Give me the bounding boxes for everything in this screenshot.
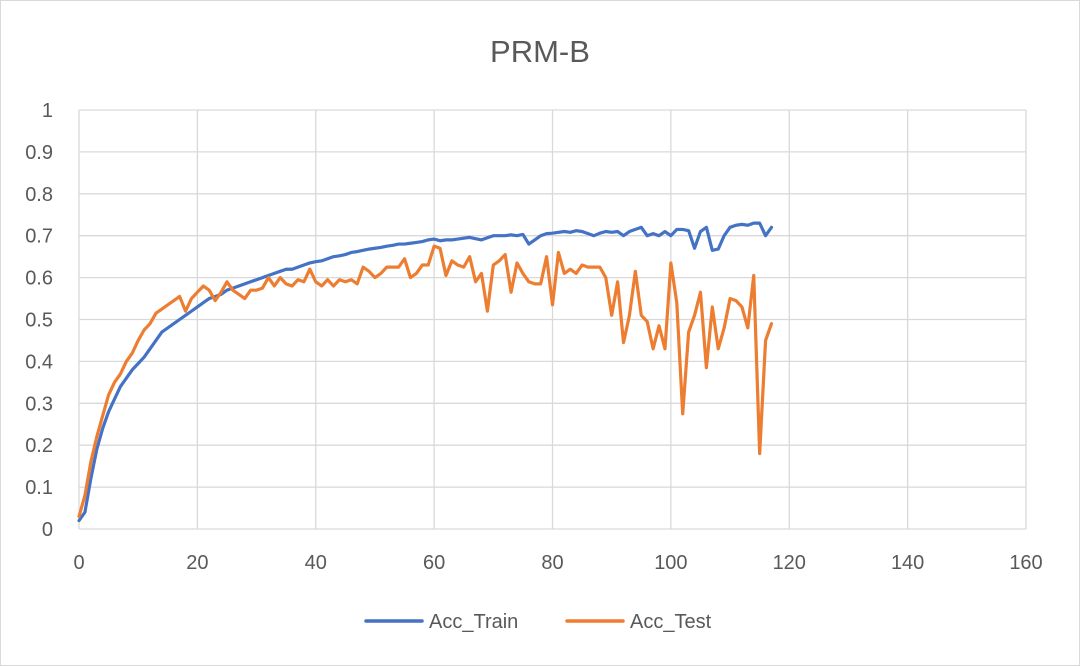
y-tick-label: 0.1 (25, 477, 53, 499)
y-tick-label: 0.2 (25, 435, 53, 457)
legend-label: Acc_Train (429, 611, 518, 633)
x-tick-label: 20 (186, 552, 208, 574)
gridlines (78, 109, 1027, 530)
y-tick-label: 0.4 (25, 351, 53, 373)
x-tick-label: 120 (773, 552, 806, 574)
y-tick-label: 0.9 (25, 142, 53, 164)
chart-title: PRM-B (490, 34, 590, 69)
x-tick-label: 60 (423, 552, 445, 574)
y-tick-label: 0.6 (25, 268, 53, 290)
x-tick-label: 140 (891, 552, 924, 574)
legend-label: Acc_Test (630, 611, 712, 633)
x-tick-label: 40 (305, 552, 327, 574)
x-axis-ticks: 0 20 40 60 80 100 120 140 160 (73, 552, 1042, 574)
x-tick-label: 100 (654, 552, 687, 574)
y-tick-label: 0.5 (25, 310, 53, 332)
x-tick-label: 80 (541, 552, 563, 574)
legend: Acc_Train Acc_Test (364, 611, 712, 633)
series-line-acc-test (77, 244, 774, 519)
x-tick-label: 160 (1009, 552, 1042, 574)
y-tick-label: 1 (42, 100, 53, 122)
y-tick-label: 0 (42, 519, 53, 541)
x-tick-label: 0 (73, 552, 84, 574)
series-lines (77, 221, 774, 523)
y-tick-label: 0.3 (25, 393, 53, 415)
y-tick-label: 0.7 (25, 226, 53, 248)
y-axis-ticks: 0 0.1 0.2 0.3 0.4 0.5 0.6 0.7 0.8 0.9 1 (25, 100, 53, 541)
series-line-acc-train (77, 221, 774, 523)
y-tick-label: 0.8 (25, 184, 53, 206)
